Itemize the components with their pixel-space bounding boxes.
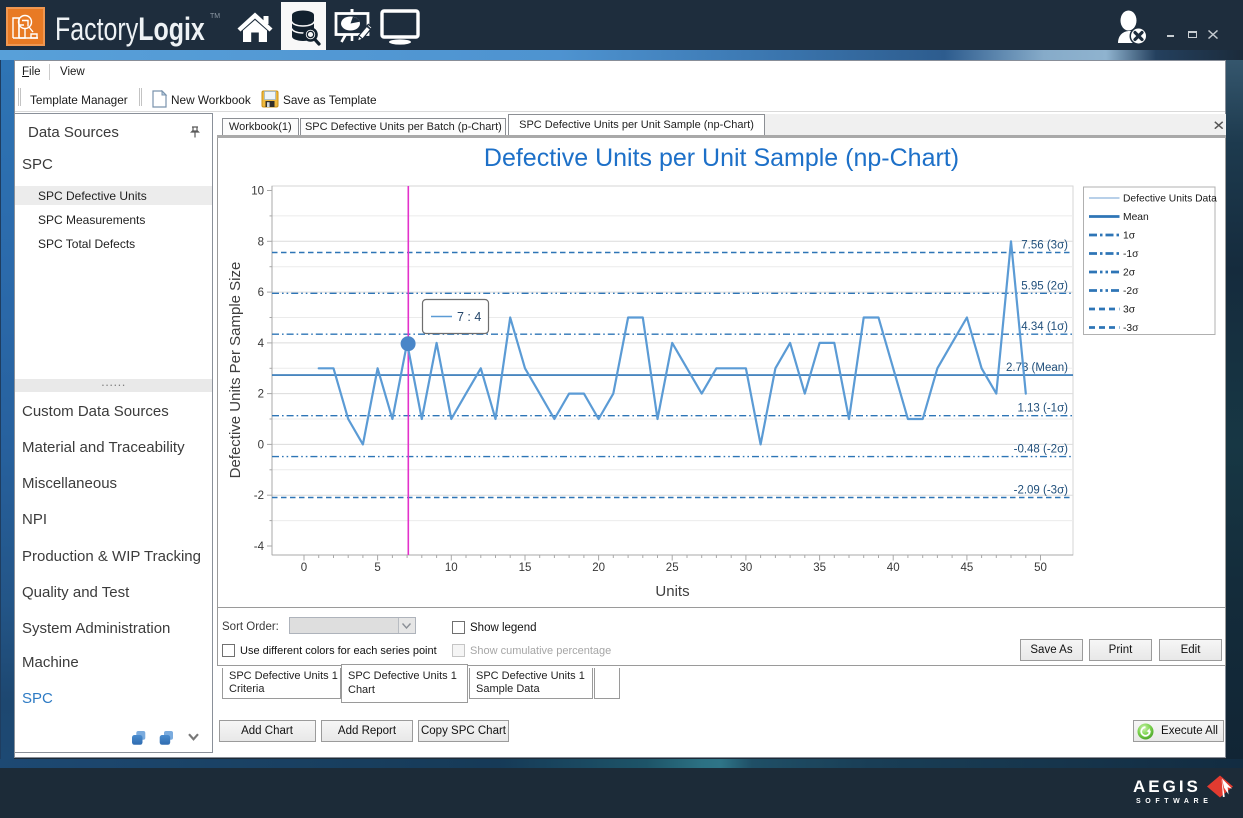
svg-text:10: 10 xyxy=(445,562,458,574)
svg-text:30: 30 xyxy=(740,562,753,574)
svg-text:3σ: 3σ xyxy=(1123,305,1136,316)
svg-text:2.73 (Mean): 2.73 (Mean) xyxy=(1006,362,1068,374)
svg-text:1.13 (-1σ): 1.13 (-1σ) xyxy=(1017,403,1068,415)
svg-text:Units: Units xyxy=(655,583,689,600)
svg-text:7 : 4: 7 : 4 xyxy=(457,310,481,324)
svg-text:40: 40 xyxy=(887,562,900,574)
svg-text:20: 20 xyxy=(592,562,605,574)
svg-text:10: 10 xyxy=(251,186,264,198)
svg-text:-4: -4 xyxy=(254,541,265,553)
svg-text:-2.09 (-3σ): -2.09 (-3σ) xyxy=(1014,485,1069,497)
svg-text:8: 8 xyxy=(258,236,264,248)
svg-text:-0.48 (-2σ): -0.48 (-2σ) xyxy=(1014,444,1069,456)
svg-text:-3σ: -3σ xyxy=(1123,323,1139,334)
svg-text:5.95 (2σ): 5.95 (2σ) xyxy=(1021,280,1068,292)
svg-text:1σ: 1σ xyxy=(1123,231,1136,242)
svg-text:15: 15 xyxy=(519,562,532,574)
svg-text:4: 4 xyxy=(258,338,265,350)
svg-text:45: 45 xyxy=(961,562,974,574)
svg-text:0: 0 xyxy=(301,562,307,574)
svg-text:-2: -2 xyxy=(254,490,264,502)
svg-text:5: 5 xyxy=(374,562,380,574)
svg-text:Mean: Mean xyxy=(1123,212,1149,223)
svg-text:35: 35 xyxy=(813,562,826,574)
svg-text:6: 6 xyxy=(258,287,264,299)
svg-text:Defective Units Data: Defective Units Data xyxy=(1123,194,1217,205)
svg-text:-1σ: -1σ xyxy=(1123,249,1139,260)
svg-text:0: 0 xyxy=(258,439,264,451)
svg-text:2: 2 xyxy=(258,389,264,401)
svg-text:7.56 (3σ): 7.56 (3σ) xyxy=(1021,240,1068,252)
svg-text:-2σ: -2σ xyxy=(1123,286,1139,297)
svg-text:Defective Units Per Sample Siz: Defective Units Per Sample Size xyxy=(227,262,244,479)
svg-text:50: 50 xyxy=(1034,562,1047,574)
svg-text:25: 25 xyxy=(666,562,679,574)
svg-text:2σ: 2σ xyxy=(1123,268,1136,279)
svg-text:4.34 (1σ): 4.34 (1σ) xyxy=(1021,321,1068,333)
